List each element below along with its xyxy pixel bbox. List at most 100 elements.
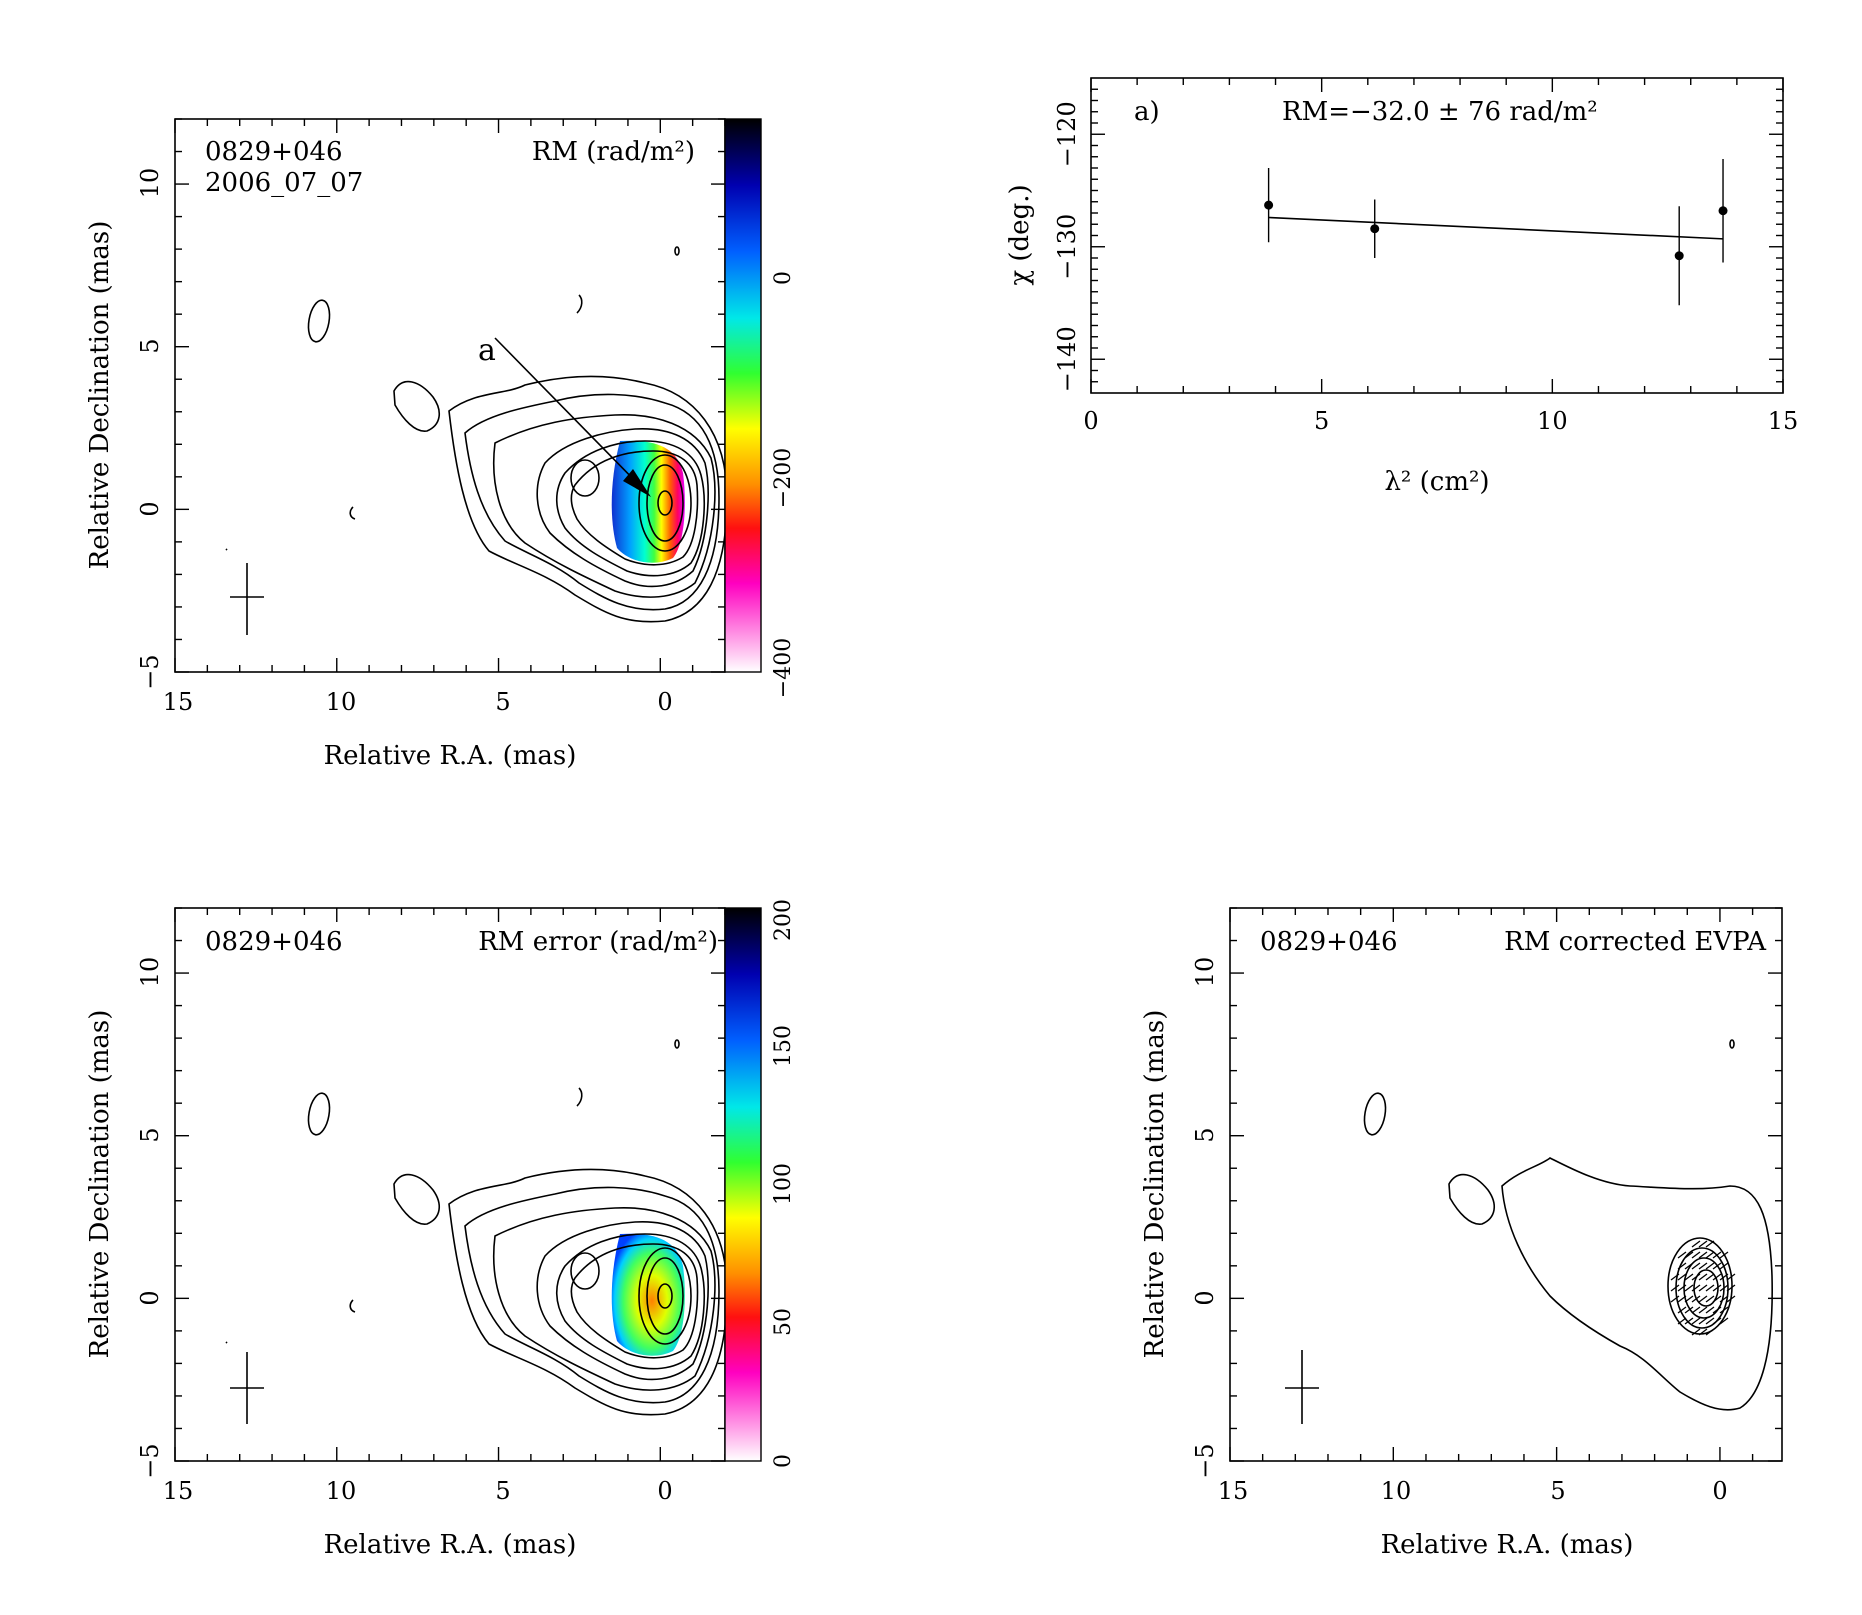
rm-colorbar-tick: −200 xyxy=(771,448,796,508)
evpa-vector xyxy=(1677,1306,1687,1314)
rm-date-label: 2006_07_07 xyxy=(205,168,363,198)
rm-error-xtick: 15 xyxy=(163,1477,194,1505)
evpa-vector xyxy=(1719,1284,1729,1292)
evpa-vector xyxy=(1698,1262,1708,1270)
evpa-ylabel: Relative Declination (mas) xyxy=(1140,1010,1170,1359)
evpa-vector xyxy=(1712,1273,1722,1281)
data-point xyxy=(1674,251,1684,261)
rm-error-map-label: RM error (rad/m²) xyxy=(478,927,718,957)
evpa-vector xyxy=(1705,1284,1715,1292)
rm-fit-ytick: −130 xyxy=(1053,214,1081,280)
rm-error-panel: 0 50 100 150 200 0829+046 RM error (rad/… xyxy=(85,899,796,1560)
rm-error-source-label: 0829+046 xyxy=(205,927,343,957)
evpa-vector xyxy=(1705,1240,1715,1248)
evpa-vector xyxy=(1698,1251,1708,1259)
rm-error-colorbar-tick: 150 xyxy=(771,1025,796,1067)
rm-ytick: 0 xyxy=(136,501,164,516)
evpa-vector xyxy=(1691,1262,1701,1270)
beam-marker xyxy=(1285,1350,1319,1424)
rm-colorbar-tick: −400 xyxy=(771,638,796,698)
evpa-vector xyxy=(1684,1306,1694,1314)
evpa-vector xyxy=(1698,1295,1708,1303)
evpa-vector xyxy=(1684,1317,1694,1325)
evpa-xtick: 0 xyxy=(1712,1477,1727,1505)
evpa-vector xyxy=(1726,1284,1736,1292)
rm-error-xtick: 5 xyxy=(495,1477,510,1505)
rm-map-image xyxy=(225,246,728,623)
rm-error-colorbar-tick: 50 xyxy=(771,1308,796,1336)
evpa-vector xyxy=(1691,1317,1701,1325)
evpa-vector xyxy=(1726,1273,1736,1281)
rm-colorbar xyxy=(724,118,762,673)
evpa-vector xyxy=(1719,1317,1729,1325)
rm-fit-panel-label: a) xyxy=(1134,97,1160,127)
rm-fit-line xyxy=(1268,216,1724,240)
evpa-vector xyxy=(1677,1273,1687,1281)
rm-ytick: −5 xyxy=(136,654,164,689)
rm-map-panel: a 0 −200 −400 0829+046 2006_07_07 RM (ra… xyxy=(85,118,796,771)
rm-error-ylabel: Relative Declination (mas) xyxy=(85,1010,115,1359)
evpa-vector xyxy=(1705,1306,1715,1314)
rm-fit-xtick: 15 xyxy=(1768,407,1799,435)
evpa-ytick: 5 xyxy=(1191,1127,1219,1142)
evpa-vector xyxy=(1670,1284,1680,1292)
evpa-vector xyxy=(1670,1295,1680,1303)
evpa-vector xyxy=(1684,1295,1694,1303)
evpa-vector xyxy=(1726,1295,1736,1303)
rm-error-ytick: 5 xyxy=(136,1127,164,1142)
rm-xtick: 0 xyxy=(657,688,672,716)
rm-xtick: 15 xyxy=(163,688,194,716)
evpa-panel: 0829+046 RM corrected EVPA Relative R.A.… xyxy=(1140,907,1783,1560)
data-point xyxy=(1370,224,1380,234)
rm-fit-panel: a) RM=−32.0 ± 76 rad/m² λ² (cm²) χ (deg.… xyxy=(1005,77,1799,497)
rm-fit-xtick: 0 xyxy=(1083,407,1098,435)
evpa-vector xyxy=(1712,1306,1722,1314)
data-point xyxy=(1718,206,1728,216)
evpa-vector xyxy=(1698,1284,1708,1292)
evpa-vector xyxy=(1691,1306,1701,1314)
rm-map-frame xyxy=(174,118,726,673)
evpa-vector xyxy=(1712,1295,1722,1303)
evpa-image xyxy=(1363,1039,1773,1411)
evpa-vector xyxy=(1691,1273,1701,1281)
evpa-vector xyxy=(1698,1240,1708,1248)
rm-error-ytick: 0 xyxy=(136,1290,164,1305)
rm-error-xtick: 10 xyxy=(326,1477,357,1505)
rm-fit-ylabel: χ (deg.) xyxy=(1005,184,1035,285)
rm-annotation-label: a xyxy=(478,333,496,368)
rm-error-xtick: 0 xyxy=(657,1477,672,1505)
rm-xtick: 5 xyxy=(495,688,510,716)
evpa-vector xyxy=(1698,1317,1708,1325)
rm-fit-ytick: −140 xyxy=(1053,326,1081,392)
evpa-vector xyxy=(1691,1251,1701,1259)
evpa-vector xyxy=(1698,1273,1708,1281)
rm-fit-ytick: −120 xyxy=(1053,101,1081,167)
evpa-vectors xyxy=(1670,1240,1736,1336)
evpa-vector xyxy=(1698,1328,1708,1336)
evpa-ytick: 10 xyxy=(1191,957,1219,988)
evpa-vector xyxy=(1677,1317,1687,1325)
beam-marker xyxy=(230,1352,264,1424)
evpa-frame xyxy=(1229,907,1783,1462)
evpa-vector xyxy=(1691,1284,1701,1292)
rm-error-image xyxy=(225,1039,728,1416)
evpa-vector xyxy=(1705,1317,1715,1325)
evpa-vector xyxy=(1691,1295,1701,1303)
evpa-xlabel: Relative R.A. (mas) xyxy=(1381,1530,1634,1560)
evpa-vector xyxy=(1677,1284,1687,1292)
evpa-vector xyxy=(1705,1273,1715,1281)
evpa-vector xyxy=(1719,1273,1729,1281)
evpa-vector xyxy=(1705,1251,1715,1259)
evpa-vector xyxy=(1677,1262,1687,1270)
beam-marker xyxy=(230,563,264,635)
rm-error-colorbar-tick: 200 xyxy=(771,899,796,941)
rm-error-colorbar xyxy=(724,907,762,1462)
evpa-vector xyxy=(1691,1240,1701,1248)
rm-source-label: 0829+046 xyxy=(205,137,343,167)
evpa-xtick: 5 xyxy=(1550,1477,1565,1505)
evpa-vector xyxy=(1691,1328,1701,1336)
evpa-vector xyxy=(1712,1317,1722,1325)
evpa-map-label: RM corrected EVPA xyxy=(1504,927,1767,957)
evpa-vector xyxy=(1677,1251,1687,1259)
evpa-vector xyxy=(1719,1295,1729,1303)
